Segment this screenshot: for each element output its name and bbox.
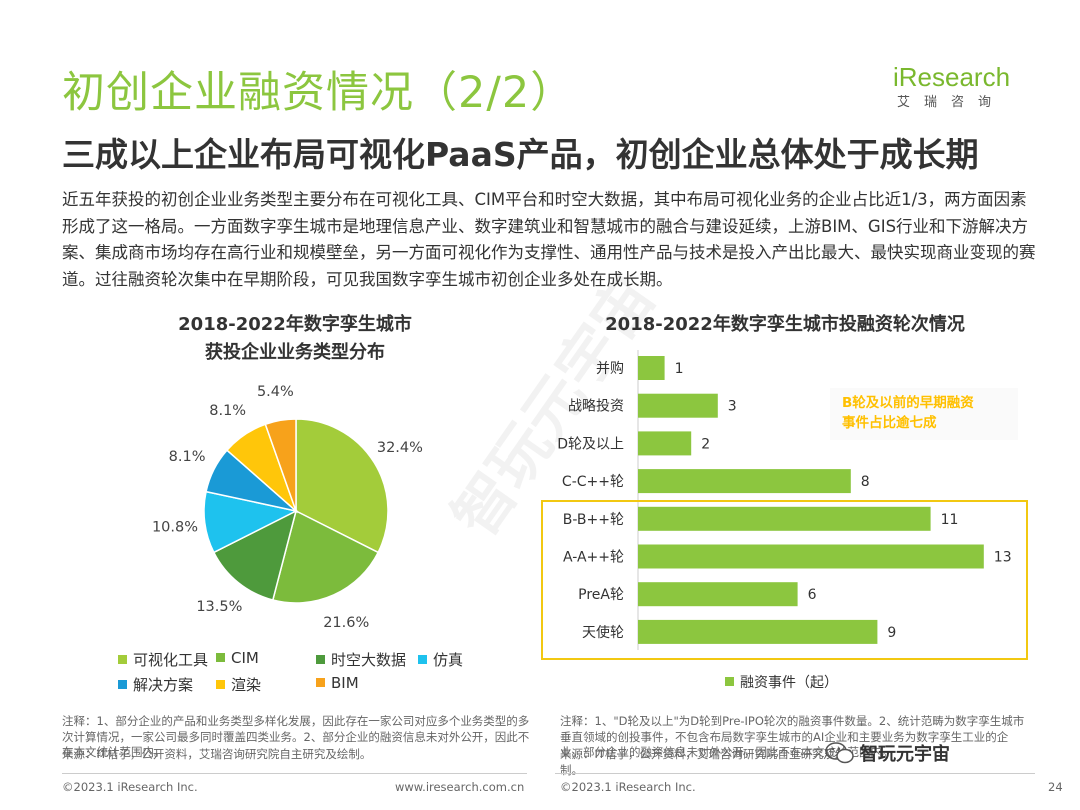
page-title: 初创企业融资情况（2/2） bbox=[62, 68, 575, 118]
legend-label: 渲染 bbox=[231, 676, 262, 694]
bar-category-label: C-C++轮 bbox=[562, 474, 624, 490]
wechat-account-name: 智玩元宇宙 bbox=[860, 744, 950, 765]
footer-divider-right bbox=[555, 773, 1035, 774]
bar-value-label: 1 bbox=[675, 361, 684, 377]
bar-value-label: 13 bbox=[994, 550, 1012, 566]
pie-chart: 32.4% 21.6% 13.5% 10.8% 8.1% 8.1% 5.4% bbox=[152, 384, 423, 631]
summary-paragraph: 近五年获投的初创企业业务类型主要分布在可视化工具、CIM平台和时空大数据，其中布… bbox=[62, 190, 1036, 289]
bar-mark bbox=[638, 544, 984, 569]
pie-slice bbox=[212, 509, 298, 601]
bar-mark bbox=[638, 356, 665, 380]
bar-chart: 并购 1 战略投资 3 D轮及以上 2 C-C++轮 8 B-B++轮 11 A-A++轮 13 Pre… bbox=[557, 350, 1012, 691]
footer-copyright-left: ©2023.1 iResearch Inc. bbox=[62, 780, 198, 794]
logo-wordmark: iResearch bbox=[893, 62, 1011, 92]
legend-swatch bbox=[316, 678, 325, 687]
pie-data-label: 32.4% bbox=[377, 440, 423, 456]
bar-mark bbox=[638, 393, 718, 418]
legend-label: 可视化工具 bbox=[133, 651, 209, 669]
pie-data-label: 10.8% bbox=[152, 519, 198, 535]
callout-line2: 事件占比逾七成 bbox=[842, 415, 937, 431]
right-note: 注释：1、"D轮及以上"为D轮到Pre-IPO轮次的融资事件数量。2、统计范畴为… bbox=[560, 714, 1025, 759]
logo-subtext: 艾瑞咨询 bbox=[897, 95, 1006, 110]
pie-data-label: 8.1% bbox=[169, 449, 206, 465]
legend-label: 仿真 bbox=[433, 651, 464, 669]
footer-copyright-right: ©2023.1 iResearch Inc. bbox=[560, 780, 696, 794]
legend-label: 时空大数据 bbox=[331, 651, 407, 669]
pie-data-label: 13.5% bbox=[196, 599, 242, 615]
bar-value-label: 2 bbox=[701, 436, 710, 452]
pie-legend-item: CIM bbox=[216, 649, 259, 667]
bar-mark bbox=[638, 619, 878, 644]
page-number: 24 bbox=[1048, 780, 1063, 794]
bar-category-label: 战略投资 bbox=[568, 399, 624, 415]
iresearch-logo: iResearch 艾瑞咨询 bbox=[893, 62, 1023, 110]
bar-value-label: 3 bbox=[728, 399, 737, 415]
pie-data-label: 8.1% bbox=[209, 403, 246, 419]
footer-divider-left bbox=[62, 773, 527, 774]
bar-category-label: A-A++轮 bbox=[563, 550, 624, 566]
pie-data-label: 21.6% bbox=[323, 615, 369, 631]
bar-chart-title: 2018-2022年数字孪生城市投融资轮次情况 bbox=[605, 314, 965, 335]
pie-chart-title: 2018-2022年数字孪生城市 获投企业业务类型分布 bbox=[100, 311, 490, 367]
bar-mark bbox=[638, 506, 931, 531]
bar-legend-label: 融资事件（起） bbox=[740, 675, 838, 691]
wechat-icon bbox=[825, 742, 854, 764]
bar-value-label: 6 bbox=[808, 587, 817, 603]
bar-value-label: 9 bbox=[887, 625, 896, 641]
legend-swatch bbox=[118, 655, 127, 664]
bar-value-label: 11 bbox=[941, 512, 959, 528]
early-stage-highlight-box bbox=[541, 500, 1028, 660]
bar-mark bbox=[638, 469, 851, 494]
footer-url-left: www.iresearch.com.cn bbox=[395, 780, 525, 794]
legend-swatch bbox=[216, 680, 225, 689]
pie-legend-item: 可视化工具 bbox=[118, 649, 208, 670]
pie-legend-item: 时空大数据 bbox=[316, 649, 406, 670]
bar-category-label: 并购 bbox=[596, 361, 624, 377]
bar-callout: B轮及以前的早期融资 事件占比逾七成 bbox=[830, 388, 1018, 440]
pie-slice bbox=[271, 509, 380, 604]
pie-slice bbox=[295, 418, 389, 554]
left-note: 注释：1、部分企业的产品和业务类型多样化发展，因此存在一家公司对应多个业务类型的… bbox=[62, 714, 530, 759]
legend-swatch bbox=[118, 680, 127, 689]
bar-category-label: 天使轮 bbox=[582, 624, 624, 641]
legend-swatch bbox=[316, 655, 325, 664]
pie-legend-item: 仿真 bbox=[418, 649, 463, 670]
legend-label: 解决方案 bbox=[133, 676, 194, 694]
legend-swatch bbox=[216, 653, 225, 662]
legend-swatch bbox=[418, 655, 427, 664]
pie-title-line1: 2018-2022年数字孪生城市 bbox=[178, 314, 412, 335]
bar-value-label: 8 bbox=[861, 474, 870, 490]
pie-legend-item: BIM bbox=[316, 674, 359, 692]
pie-data-label: 5.4% bbox=[257, 384, 294, 400]
left-source: 来源：IT桔子，公开资料，艾瑞咨询研究院自主研究及绘制。 bbox=[62, 747, 372, 761]
pie-slice bbox=[264, 418, 297, 512]
bar-mark bbox=[638, 582, 798, 607]
bar-mark bbox=[638, 431, 692, 456]
bar-category-label: PreA轮 bbox=[578, 587, 624, 603]
bar-category-label: D轮及以上 bbox=[557, 436, 624, 452]
pie-legend-item: 解决方案 bbox=[118, 674, 193, 695]
bar-legend-swatch bbox=[725, 677, 734, 686]
page-subtitle: 三成以上企业布局可视化PaaS产品，初创企业总体处于成长期 bbox=[62, 135, 979, 174]
legend-label: BIM bbox=[331, 674, 359, 692]
callout-line1: B轮及以前的早期融资 bbox=[842, 395, 974, 411]
bar-category-label: B-B++轮 bbox=[563, 512, 624, 528]
pie-title-line2: 获投企业业务类型分布 bbox=[205, 342, 385, 363]
pie-legend-item: 渲染 bbox=[216, 674, 261, 695]
legend-label: CIM bbox=[231, 649, 259, 667]
